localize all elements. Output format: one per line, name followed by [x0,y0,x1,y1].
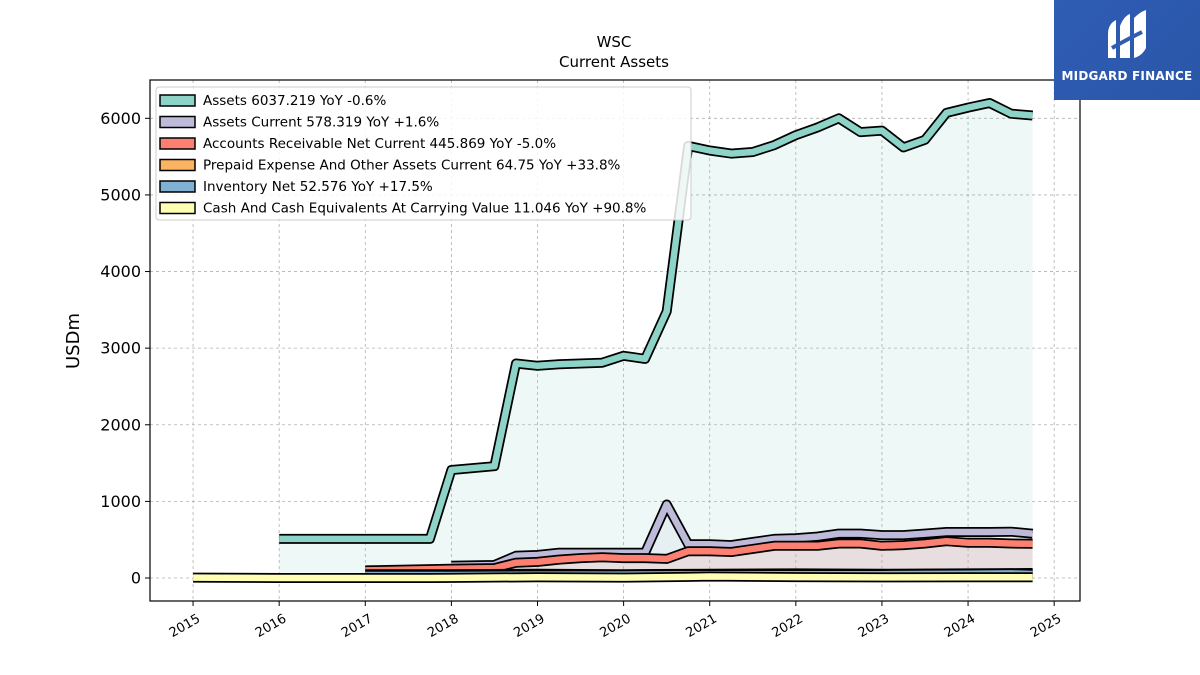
series-line-0 [279,99,1033,543]
legend-swatch [159,158,196,172]
y-axis: 0 1000 2000 3000 4000 5000 6000 [100,109,150,588]
legend-swatch [159,137,196,150]
legend-box [155,86,692,221]
legend: Assets 6037.219 YoY -0.6% Assets Current … [155,86,692,221]
x-tick-label: 2017 [339,611,375,641]
x-tick-label: 2023 [856,611,892,641]
grid [150,80,1080,601]
chart-subtitle: Current Assets [559,53,669,71]
legend-entry: Accounts Receivable Net Current 445.869 … [203,136,556,152]
y-tick-label: 2000 [100,415,141,434]
brand-name: MIDGARD FINANCE [1061,69,1193,83]
legend-swatch [159,180,196,193]
x-axis: 2015 2016 2017 2018 2019 2020 2021 2022 2023 2024… [167,601,1064,641]
legend-entry: Assets Current 578.319 YoY +1.6% [203,115,439,131]
brand-logo: MIDGARD FINANCE [1054,0,1200,100]
series-line-1 [451,501,1033,570]
x-tick-label: 2025 [1028,611,1064,641]
y-tick-label: 1000 [100,492,141,511]
y-axis-label: USDm [63,313,84,369]
y-tick-label: 4000 [100,262,141,281]
x-tick-label: 2022 [770,611,806,641]
series-line-5 [193,573,1033,582]
y-tick-label: 5000 [100,185,141,204]
x-tick-label: 2018 [425,611,461,641]
x-tick-label: 2024 [942,611,978,641]
legend-swatch [159,115,196,129]
legend-entry: Inventory Net 52.576 YoY +17.5% [203,179,433,195]
plot-frame [149,79,1081,602]
midgard-logo-icon [1108,10,1146,58]
x-tick-label: 2019 [511,611,547,641]
legend-entry: Cash And Cash Equivalents At Carrying Va… [203,201,647,217]
plot-areas [193,98,1034,583]
x-tick-label: 2015 [167,611,203,641]
y-tick-label: 0 [131,569,141,588]
legend-swatch [159,201,196,215]
chart-title: WSC [597,33,632,51]
y-tick-label: 6000 [100,109,141,128]
series-line-2 [365,537,1033,574]
x-tick-label: 2016 [253,611,289,641]
y-tick-label: 3000 [100,339,141,358]
x-tick-label: 2021 [684,611,720,641]
x-tick-label: 2020 [597,611,633,641]
legend-entry: Prepaid Expense And Other Assets Current… [203,158,621,174]
legend-swatch [159,94,196,107]
legend-entry: Assets 6037.219 YoY -0.6% [203,93,387,109]
